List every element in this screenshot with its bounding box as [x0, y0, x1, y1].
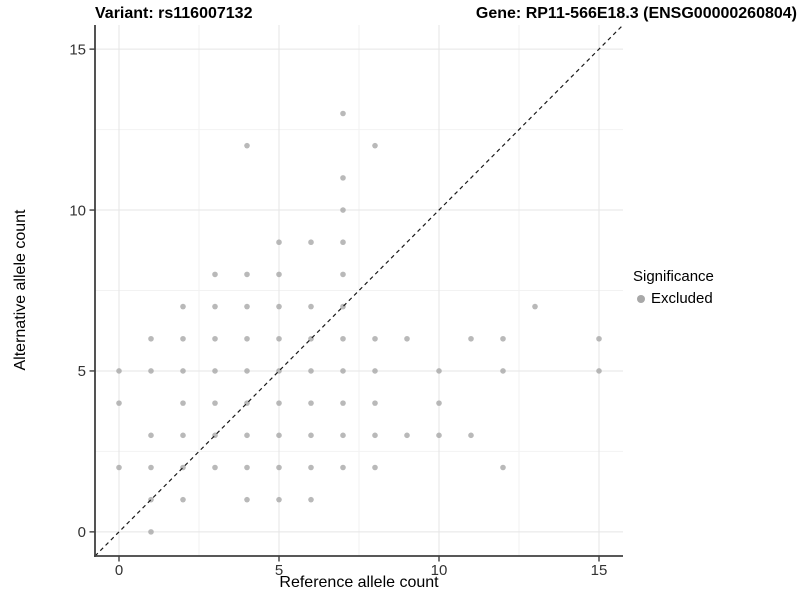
y-tick-label: 5	[78, 363, 86, 380]
data-point	[468, 432, 474, 439]
data-point	[340, 110, 346, 117]
data-point	[436, 368, 442, 374]
data-point	[372, 335, 378, 342]
data-point	[500, 464, 506, 471]
data-point	[340, 175, 346, 181]
data-point	[340, 368, 346, 374]
data-point	[148, 464, 154, 471]
data-point	[116, 368, 122, 374]
x-tick-label: 0	[115, 562, 123, 579]
data-point	[180, 400, 186, 406]
data-point	[180, 496, 186, 503]
data-point	[372, 432, 378, 439]
figure-title-row: Variant: rs116007132 Gene: RP11-566E18.3…	[95, 4, 797, 24]
data-point	[340, 239, 346, 246]
data-point	[244, 303, 250, 310]
data-point	[148, 529, 154, 535]
data-point	[372, 368, 378, 374]
data-point	[436, 432, 442, 439]
data-point	[244, 496, 250, 503]
data-point	[244, 464, 250, 471]
data-point	[180, 335, 186, 342]
variant-title: Variant: rs116007132	[95, 5, 253, 22]
data-point	[404, 335, 410, 342]
data-point	[148, 432, 154, 439]
data-point	[340, 271, 346, 278]
data-point	[340, 335, 346, 342]
excluded-dot-icon	[637, 295, 645, 303]
data-point	[244, 271, 250, 278]
data-point	[212, 368, 218, 374]
identity-line	[94, 24, 624, 557]
legend-title: Significance	[633, 268, 714, 285]
data-point	[596, 335, 602, 342]
data-point	[212, 400, 218, 406]
data-point	[340, 400, 346, 406]
data-point	[340, 207, 346, 213]
x-tick-label: 5	[275, 562, 283, 579]
data-point	[436, 400, 442, 406]
data-point	[212, 303, 218, 310]
gene-title: Gene: RP11-566E18.3 (ENSG00000260804)	[475, 5, 797, 22]
data-point	[276, 303, 282, 310]
data-point	[180, 432, 186, 439]
data-point	[276, 432, 282, 439]
legend-item-excluded: Excluded	[633, 288, 714, 310]
data-point	[276, 400, 282, 406]
y-tick-label: 0	[78, 524, 86, 541]
data-point	[468, 335, 474, 342]
data-point	[116, 400, 122, 406]
data-point	[212, 464, 218, 471]
data-point	[596, 368, 602, 374]
legend-item-label: Excluded	[651, 290, 713, 307]
y-tick-label: 15	[69, 41, 86, 58]
data-point	[244, 142, 250, 149]
data-point	[276, 496, 282, 503]
data-point	[340, 432, 346, 439]
y-tick-label: 10	[69, 202, 86, 219]
data-point	[500, 335, 506, 342]
data-point	[500, 368, 506, 374]
data-point	[276, 335, 282, 342]
data-point	[308, 368, 314, 374]
data-point	[180, 303, 186, 310]
data-point	[404, 432, 410, 439]
data-point	[116, 464, 122, 471]
data-point	[340, 464, 346, 471]
data-point	[308, 432, 314, 439]
data-point	[212, 271, 218, 278]
data-point	[180, 368, 186, 374]
x-axis-title: Reference allele count	[279, 574, 439, 591]
data-point	[372, 400, 378, 406]
data-point	[532, 303, 538, 310]
x-tick-label: 10	[431, 562, 448, 579]
data-point	[372, 142, 378, 149]
data-point	[308, 464, 314, 471]
data-point	[276, 239, 282, 246]
x-tick-label: 15	[591, 562, 608, 579]
data-point	[244, 432, 250, 439]
data-point	[308, 400, 314, 406]
data-point	[308, 239, 314, 246]
legend: Significance Excluded	[633, 266, 714, 310]
data-point	[308, 496, 314, 503]
data-point	[308, 303, 314, 310]
data-point	[148, 335, 154, 342]
data-point	[148, 368, 154, 374]
data-point	[276, 464, 282, 471]
data-point	[244, 368, 250, 374]
data-point	[244, 335, 250, 342]
data-point	[276, 271, 282, 278]
data-point	[372, 464, 378, 471]
y-axis-title: Alternative allele count	[12, 209, 29, 371]
data-point	[212, 335, 218, 342]
